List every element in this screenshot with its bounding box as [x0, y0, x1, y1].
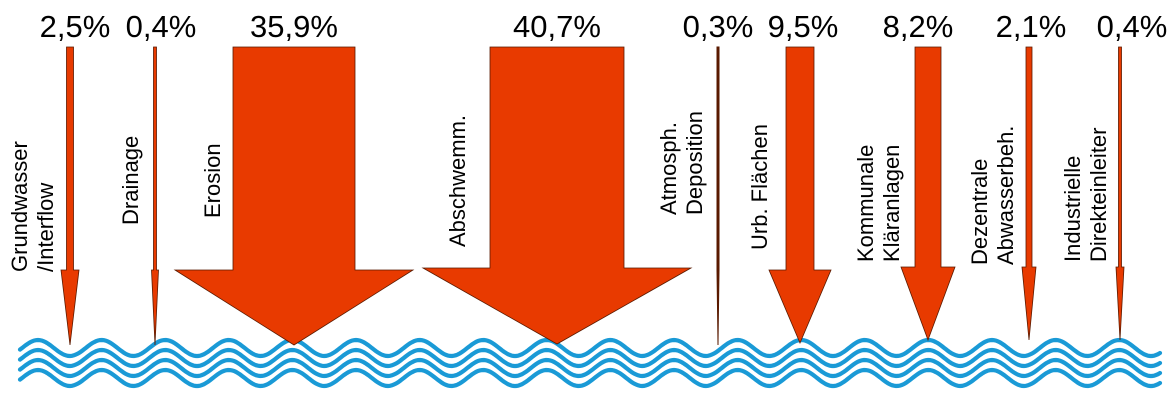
percent-abschwemm: 40,7%: [513, 9, 601, 44]
label-grundwasser-2: /Interflow: [33, 183, 58, 272]
water-waves: [17, 337, 1163, 389]
arrow-urb: [768, 46, 832, 345]
label-industrielle-1: Industrielle: [1060, 156, 1085, 262]
label-atmosph-2: Deposition: [682, 111, 707, 215]
arrow-erosion: [173, 46, 415, 346]
label-grundwasser-1: Grundwasser: [7, 141, 32, 272]
wave-line: [17, 347, 1163, 369]
percent-atmosph: 0,3%: [683, 9, 754, 44]
pathway-percent-labels: 2,5% 0,4% 35,9% 40,7% 0,3% 9,5% 8,2% 2,1% 0,4%: [40, 9, 1168, 44]
arrow-dezentrale: [1021, 46, 1037, 341]
arrow-atmosph: [716, 46, 720, 346]
percent-kommunale: 8,2%: [883, 9, 954, 44]
arrow-abschwemm: [421, 46, 693, 345]
wave-line: [17, 357, 1163, 379]
label-dezentrale-2: Abwasserbeh.: [993, 126, 1018, 265]
arrow-industrielle: [1115, 46, 1125, 341]
wave-line: [17, 367, 1163, 389]
label-erosion-1: Erosion: [200, 143, 225, 218]
arrow-drainage: [151, 46, 159, 346]
label-industrielle-2: Direkteinleiter: [1086, 128, 1111, 263]
percent-drainage: 0,4%: [126, 9, 197, 44]
pathway-labels: Grundwasser/Interflow Drainage Erosion Absc…: [7, 111, 1111, 272]
label-drainage-1: Drainage: [118, 136, 143, 225]
label-kommunale-1: Kommunale: [853, 145, 878, 262]
pathway-arrows: [60, 46, 1125, 346]
label-atmosph-1: Atmosph.: [656, 122, 681, 215]
arrow-kommunale: [900, 46, 956, 342]
label-kommunale-2: Kläranlagen: [879, 145, 904, 262]
arrow-grundwasser: [60, 46, 80, 346]
percent-grundwasser: 2,5%: [40, 9, 111, 44]
label-urb-1: Urb. Flächen: [747, 124, 772, 250]
percent-dezentrale: 2,1%: [996, 9, 1067, 44]
label-dezentrale-1: Dezentrale: [967, 159, 992, 265]
percent-urb: 9,5%: [768, 9, 839, 44]
label-abschwemm-1: Abschwemm.: [445, 115, 470, 247]
percent-industrielle: 0,4%: [1097, 9, 1168, 44]
percent-erosion: 35,9%: [250, 9, 338, 44]
wave-line: [17, 337, 1163, 359]
